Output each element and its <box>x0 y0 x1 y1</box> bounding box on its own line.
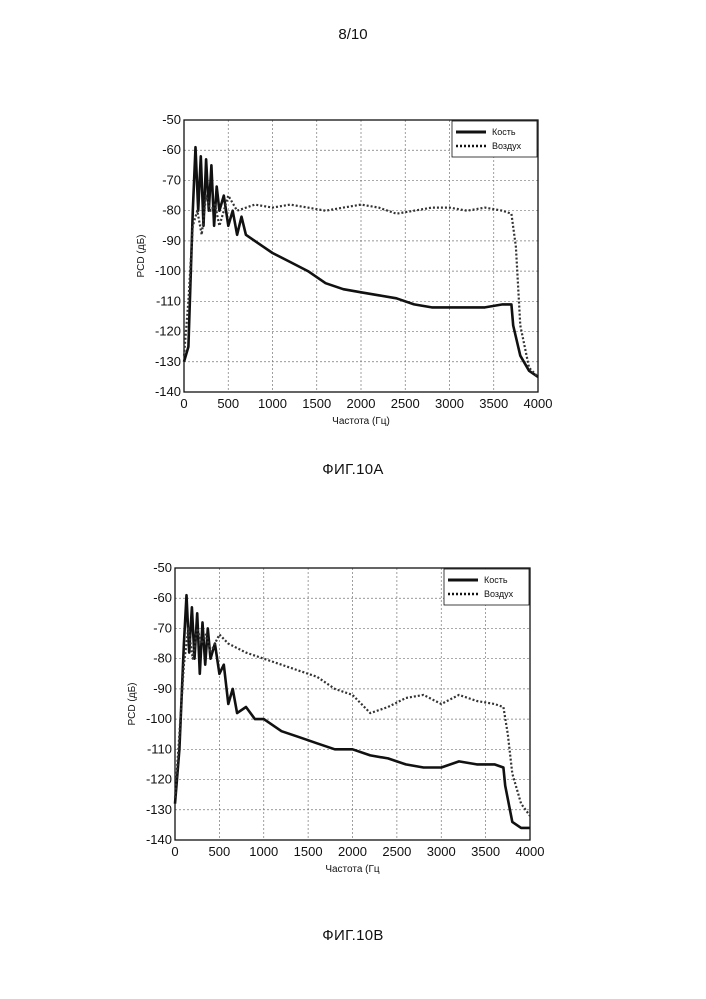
y-tick-label: -120 <box>146 772 172 787</box>
figure-caption-10b: ФИГ.10B <box>0 927 706 944</box>
y-tick-label: -110 <box>147 741 172 756</box>
y-axis-label: PCD (дБ) <box>127 683 138 726</box>
x-tick-label: 0 <box>180 396 187 411</box>
y-tick-label: -50 <box>153 560 172 575</box>
y-tick-label: -110 <box>156 293 181 308</box>
x-tick-label: 4000 <box>516 844 545 859</box>
x-tick-label: 1000 <box>249 844 278 859</box>
x-tick-label: 0 <box>171 844 178 859</box>
x-tick-label: 1000 <box>258 396 287 411</box>
x-tick-label: 2000 <box>347 396 376 411</box>
x-tick-label: 500 <box>209 844 231 859</box>
y-tick-label: -80 <box>153 651 172 666</box>
x-tick-label: 2500 <box>382 844 411 859</box>
x-axis-label: Частота (Гц <box>325 864 380 875</box>
x-tick-label: 500 <box>217 396 239 411</box>
y-tick-label: -90 <box>162 233 181 248</box>
x-tick-label: 1500 <box>294 844 323 859</box>
x-tick-label: 3500 <box>479 396 508 411</box>
x-tick-label: 3000 <box>435 396 464 411</box>
x-tick-label: 3500 <box>471 844 500 859</box>
legend-label: Кость <box>492 127 516 137</box>
y-tick-label: -130 <box>146 802 172 817</box>
y-tick-label: -60 <box>162 142 181 157</box>
y-tick-label: -70 <box>162 172 181 187</box>
legend-label: Кость <box>484 575 508 585</box>
x-axis-label: Частота (Гц) <box>332 416 390 427</box>
x-tick-label: 2500 <box>391 396 420 411</box>
y-tick-label: -70 <box>153 620 172 635</box>
y-tick-label: -100 <box>155 263 181 278</box>
legend-label: Воздух <box>484 589 514 599</box>
y-tick-label: -100 <box>146 711 172 726</box>
y-tick-label: -80 <box>162 203 181 218</box>
y-tick-label: -130 <box>155 354 181 369</box>
x-tick-label: 2000 <box>338 844 367 859</box>
x-tick-label: 4000 <box>524 396 553 411</box>
x-tick-label: 3000 <box>427 844 456 859</box>
legend-label: Воздух <box>492 141 522 151</box>
chart-a: 0 500 1000 1500 2000 2500 3000 3500 4000 -50 -60 -7… <box>136 112 552 427</box>
y-tick-label: -140 <box>155 384 181 399</box>
y-tick-label: -120 <box>155 324 181 339</box>
y-tick-label: -140 <box>146 832 172 847</box>
y-tick-label: -60 <box>153 590 172 605</box>
y-tick-label: -90 <box>153 681 172 696</box>
figure-caption-10a: ФИГ.10A <box>0 461 706 478</box>
y-tick-label: -50 <box>162 112 181 127</box>
chart-b: 0 500 1000 1500 2000 2500 3000 3500 4000 -50 -60 -7… <box>127 560 544 875</box>
y-axis-label: PCD (дБ) <box>136 235 147 278</box>
x-tick-label: 1500 <box>302 396 331 411</box>
